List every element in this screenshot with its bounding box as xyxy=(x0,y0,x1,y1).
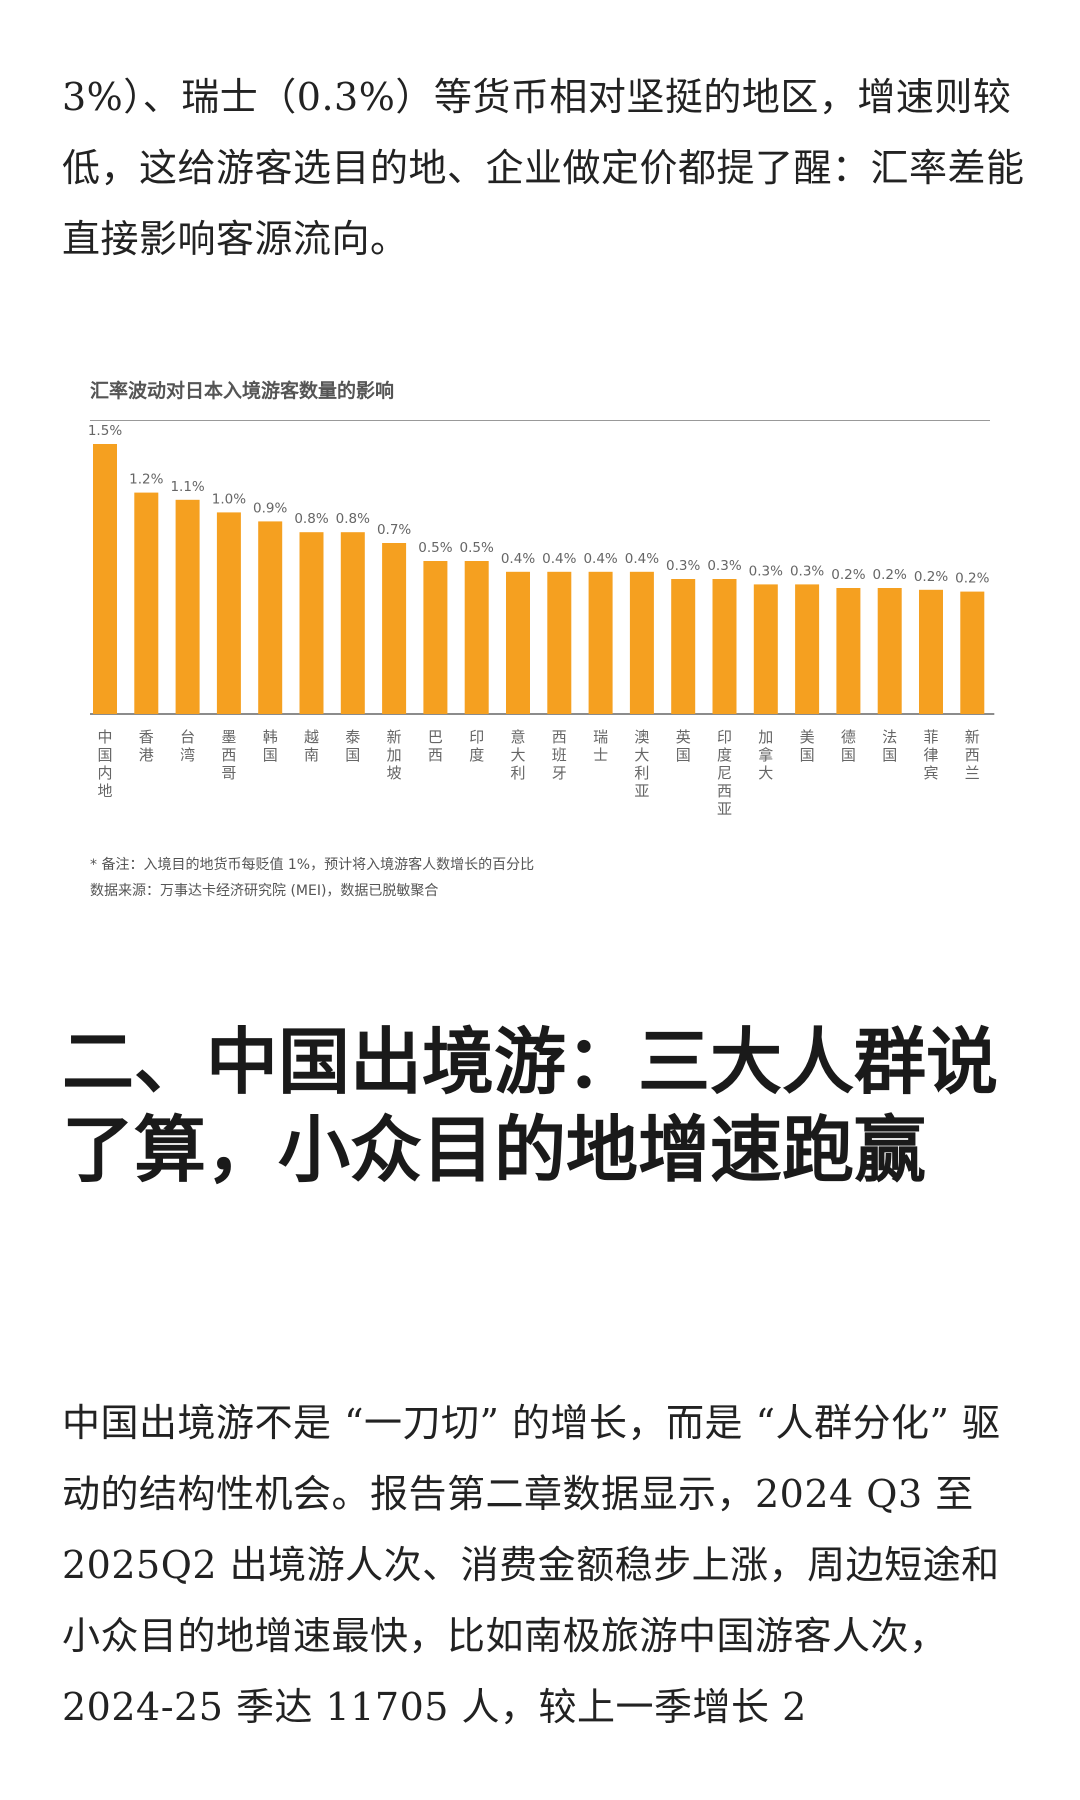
bar xyxy=(258,521,283,714)
chart-title: 汇率波动对日本入境游客数量的影响 xyxy=(90,380,395,402)
bar xyxy=(134,492,159,714)
category-label: 越南 xyxy=(304,728,319,764)
bar-value-label: 1.2% xyxy=(129,472,163,488)
bar-value-label: 0.8% xyxy=(336,511,370,527)
bar xyxy=(960,591,985,714)
bar xyxy=(877,588,902,714)
bar xyxy=(340,532,365,714)
bar xyxy=(795,584,820,714)
bar xyxy=(671,579,696,714)
bar xyxy=(836,588,861,714)
chart-source: 数据来源：万事达卡经济研究院 (MEI)，数据已脱敏聚合 xyxy=(90,883,439,899)
category-label: 德国 xyxy=(841,728,856,764)
bar xyxy=(753,584,778,714)
category-label: 意大利 xyxy=(510,728,525,782)
bar xyxy=(299,532,324,714)
chart-figure: 汇率波动对日本入境游客数量的影响 1.5% 中国内地 1.2% 香港 1.1% 台湾 1.0… xyxy=(88,368,995,908)
bar-value-label: 0.2% xyxy=(831,567,865,583)
bar xyxy=(588,571,613,714)
bar-value-label: 0.2% xyxy=(914,569,948,585)
category-label: 泰国 xyxy=(345,728,360,764)
bar xyxy=(175,499,200,714)
bar xyxy=(547,571,572,714)
category-label: 澳大利亚 xyxy=(634,728,649,800)
category-label: 加拿大 xyxy=(758,728,773,782)
category-label: 瑞士 xyxy=(593,728,608,764)
category-label: 台湾 xyxy=(180,728,195,764)
bar-value-label: 0.3% xyxy=(707,558,741,574)
bar-value-label: 0.8% xyxy=(294,511,328,527)
section-heading: 二、中国出境游：三大人群说了算，小众目的地增速跑赢 xyxy=(62,1019,999,1192)
category-label: 巴西 xyxy=(428,728,443,764)
category-label: 新加坡 xyxy=(387,728,402,782)
category-label: 韩国 xyxy=(263,728,278,764)
category-label: 菲律宾 xyxy=(923,728,938,782)
bar-value-label: 0.2% xyxy=(955,571,989,587)
category-label: 新西兰 xyxy=(965,728,980,782)
bar-value-label: 0.4% xyxy=(542,551,576,567)
bar-value-label: 0.2% xyxy=(873,567,907,583)
bar-value-label: 0.5% xyxy=(460,540,494,556)
bar-value-label: 0.3% xyxy=(666,558,700,574)
bar xyxy=(629,571,654,714)
bar xyxy=(216,512,241,714)
bar-value-label: 1.1% xyxy=(170,479,204,495)
bar-value-label: 0.3% xyxy=(790,563,824,579)
category-label: 法国 xyxy=(882,728,897,764)
bar xyxy=(382,543,407,714)
bar xyxy=(919,589,943,714)
body-paragraph-bottom: 中国出境游不是 “一刀切” 的增长，而是 “人群分化” 驱动的结构性机会。报告第… xyxy=(62,1401,1001,1729)
category-label: 美国 xyxy=(800,728,815,764)
category-label: 香港 xyxy=(139,728,154,764)
category-label: 英国 xyxy=(676,728,691,764)
bar xyxy=(464,561,489,714)
category-label: 印度尼西亚 xyxy=(717,728,732,818)
bar-value-label: 0.7% xyxy=(377,522,411,538)
bar-value-label: 0.4% xyxy=(625,551,659,567)
chart-footnote: * 备注：入境目的地货币每贬值 1%，预计将入境游客人数增长的百分比 xyxy=(90,857,535,873)
bar xyxy=(506,571,530,714)
bar-value-label: 0.4% xyxy=(583,551,617,567)
bar xyxy=(712,579,737,714)
bar-value-label: 0.5% xyxy=(418,540,452,556)
bar-value-label: 1.0% xyxy=(212,491,246,507)
bar-value-label: 0.9% xyxy=(253,500,287,516)
title-divider xyxy=(90,420,990,421)
category-label: 西班牙 xyxy=(552,728,567,782)
bar-chart: 1.5% 中国内地 1.2% 香港 1.1% 台湾 1.0% 墨西哥 0.9% 韩国 0.8% 越南 0… xyxy=(88,423,995,818)
bar-value-label: 1.5% xyxy=(88,423,122,439)
category-label: 印度 xyxy=(469,728,484,764)
category-label: 墨西哥 xyxy=(221,728,236,782)
body-paragraph-top: 3%）、瑞士（0.3%）等货币相对坚挺的地区，增速则较低，这给游客选目的地、企业… xyxy=(62,75,1025,261)
bar xyxy=(93,444,117,714)
bar xyxy=(423,561,448,714)
bar-value-label: 0.4% xyxy=(501,551,535,567)
bar-value-label: 0.3% xyxy=(749,563,783,579)
category-label: 中国内地 xyxy=(97,728,112,800)
